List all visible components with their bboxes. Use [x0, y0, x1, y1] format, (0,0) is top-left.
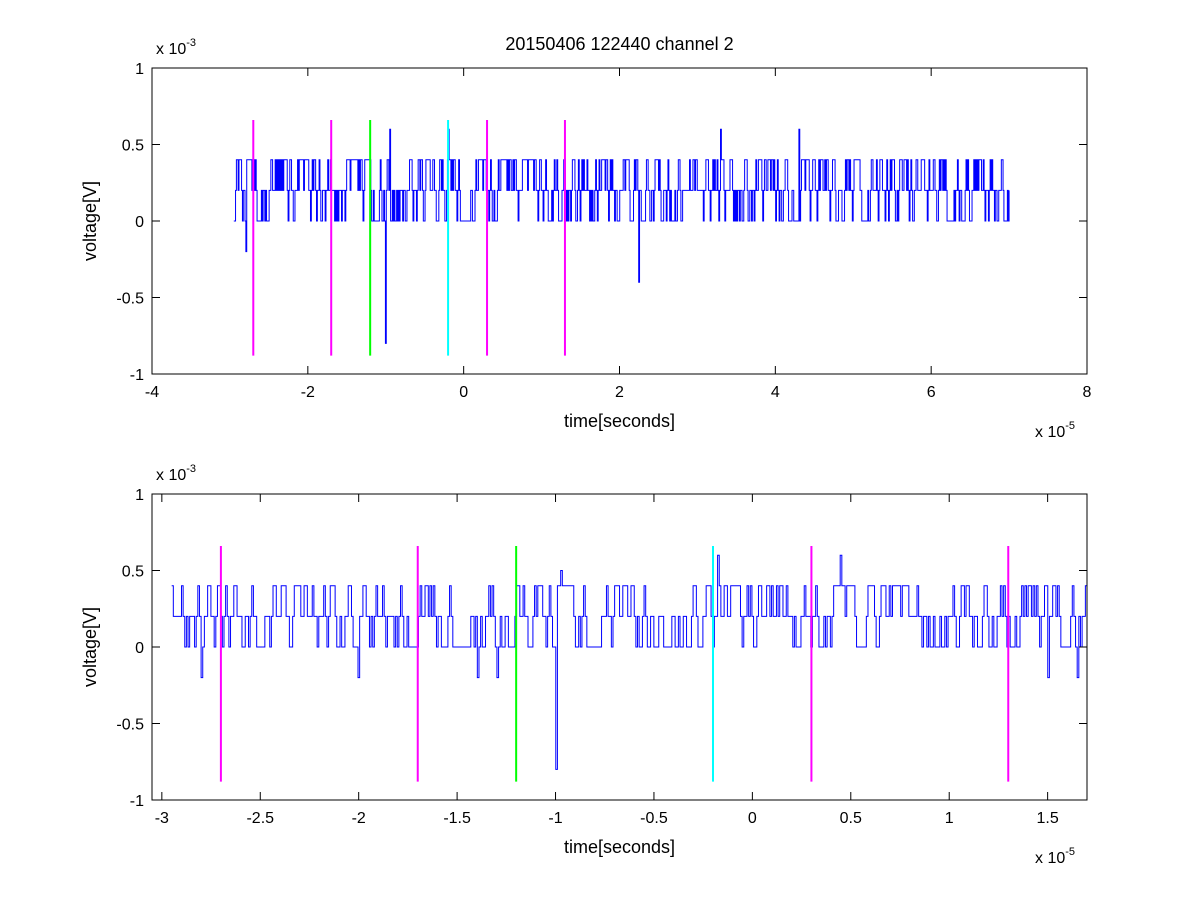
x-tick-label: -3	[155, 810, 169, 827]
chart-title: 20150406 122440 channel 2	[505, 34, 733, 54]
x-axis-label: time[seconds]	[564, 837, 675, 857]
y-exponent: x 10-3	[156, 463, 196, 484]
y-exponent-base: x 10	[156, 467, 186, 484]
x-tick-label: -1.5	[443, 810, 471, 827]
y-tick-label: 1	[135, 487, 144, 504]
y-tick-label: 0.5	[122, 564, 144, 581]
y-exponent: x 10-3	[156, 37, 196, 58]
y-tick-label: 0	[135, 640, 144, 657]
x-tick-label: -1	[548, 810, 562, 827]
x-tick-label: 1	[945, 810, 954, 827]
y-tick-label: 0.5	[122, 138, 144, 155]
x-tick-label: 0	[459, 384, 468, 401]
y-tick-label: 1	[135, 61, 144, 78]
signal-trace	[171, 554, 1087, 770]
x-exponent-base: x 10	[1035, 850, 1065, 867]
x-exponent-base: x 10	[1035, 424, 1065, 441]
x-tick-label: -2.5	[246, 810, 274, 827]
y-tick-label: -0.5	[116, 717, 144, 734]
y-tick-label: 0	[135, 214, 144, 231]
x-tick-label: 1.5	[1037, 810, 1059, 827]
y-tick-label: -1	[130, 367, 144, 384]
x-exponent: x 10-5	[1035, 846, 1075, 867]
chart-1: -4 -2 0 2 4 6 8 -1 -0.5 0 0.5 1 time[seconds] voltage…	[80, 34, 1092, 441]
x-tick-label: 0	[748, 810, 757, 827]
x-exponent: x 10-5	[1035, 420, 1075, 441]
x-tick-label: 2	[615, 384, 624, 401]
x-tick-label: -0.5	[640, 810, 668, 827]
y-exponent-power: -3	[186, 37, 196, 49]
y-exponent-base: x 10	[156, 41, 186, 58]
x-tick-label: -2	[352, 810, 366, 827]
y-axis-label: voltage[V]	[80, 181, 100, 261]
x-tick-label: 0.5	[840, 810, 862, 827]
y-axis-label: voltage[V]	[80, 607, 100, 687]
y-exponent-power: -3	[186, 463, 196, 475]
signal-trace	[233, 128, 1010, 344]
y-tick-label: -0.5	[116, 291, 144, 308]
x-exponent-power: -5	[1065, 420, 1075, 432]
x-tick-label: 8	[1083, 384, 1092, 401]
x-tick-label: -4	[145, 384, 159, 401]
x-exponent-power: -5	[1065, 846, 1075, 858]
x-axis-label: time[seconds]	[564, 411, 675, 431]
y-tick-label: -1	[130, 793, 144, 810]
x-tick-label: 6	[927, 384, 936, 401]
x-tick-label: -2	[301, 384, 315, 401]
chart-2: -3 -2.5 -2 -1.5 -1 -0.5 0 0.5 1 1.5 -1 -0.5 0 0.5 1 tim…	[80, 463, 1088, 867]
x-tick-label: 4	[771, 384, 780, 401]
